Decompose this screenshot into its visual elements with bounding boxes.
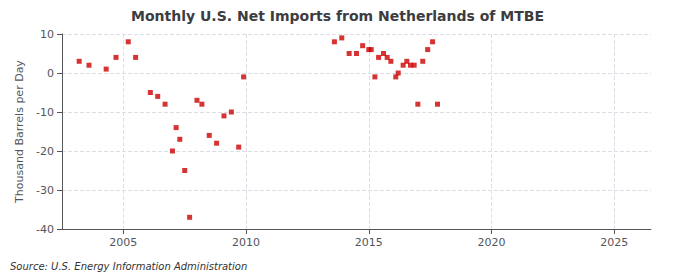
svg-text:0: 0: [47, 67, 54, 80]
svg-text:10: 10: [40, 28, 54, 41]
svg-text:-10: -10: [36, 106, 54, 119]
svg-text:-20: -20: [36, 145, 54, 158]
svg-text:-30: -30: [36, 184, 54, 197]
svg-text:2015: 2015: [355, 236, 383, 249]
svg-text:2025: 2025: [600, 236, 628, 249]
svg-text:Source: U.S. Energy Informatio: Source: U.S. Energy Information Administ…: [10, 261, 247, 272]
svg-text:2005: 2005: [109, 236, 137, 249]
svg-text:Monthly U.S. Net Imports from: Monthly U.S. Net Imports from Netherland…: [131, 8, 544, 24]
svg-text:Thousand Barrels per Day: Thousand Barrels per Day: [13, 60, 26, 204]
svg-text:2020: 2020: [477, 236, 505, 249]
svg-text:-40: -40: [36, 223, 54, 236]
svg-text:2010: 2010: [232, 236, 260, 249]
